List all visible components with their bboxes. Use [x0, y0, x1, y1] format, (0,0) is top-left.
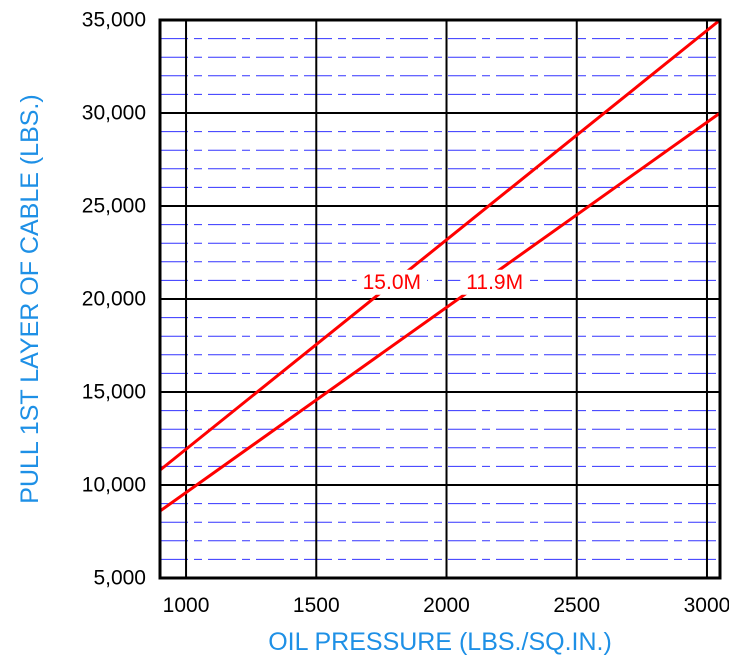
series-layer — [159, 18, 721, 513]
y-tick-label: 10,000 — [82, 474, 146, 497]
plot-frame — [158, 18, 722, 580]
series-label-layer: 15.0M 11.9M — [356, 269, 530, 295]
series-label-1: 15.0M — [363, 271, 421, 294]
y-tick-label: 25,000 — [82, 195, 146, 218]
y-tick-label: 20,000 — [82, 288, 146, 311]
x-tick-label: 3000 — [684, 594, 729, 617]
y-tick-label: 30,000 — [82, 102, 146, 125]
y-tick-labels: 5,000 10,000 15,000 20,000 25,000 30,000 35,00… — [82, 9, 146, 590]
x-tick-label: 2000 — [423, 594, 470, 617]
y-tick-label: 5,000 — [93, 567, 146, 590]
y-tick-label: 35,000 — [82, 9, 146, 32]
x-tick-label: 2500 — [553, 594, 600, 617]
x-tick-label: 1500 — [293, 594, 340, 617]
y-axis-title: PULL 1ST LAYER OF CABLE (LBS.) — [16, 94, 44, 503]
x-tick-label: 1000 — [163, 594, 210, 617]
major-grid — [160, 20, 720, 578]
series-line-1 — [159, 18, 721, 472]
x-tick-labels: 1000 1500 2000 2500 3000 — [163, 594, 729, 617]
series-label-bg-2 — [460, 269, 530, 295]
x-axis-title: OIL PRESSURE (LBS./SQ.IN.) — [268, 628, 612, 656]
series-line-2 — [159, 111, 721, 513]
y-tick-label: 15,000 — [82, 381, 146, 404]
series-label-bg-1 — [356, 269, 428, 295]
series-label-2: 11.9M — [466, 271, 523, 294]
